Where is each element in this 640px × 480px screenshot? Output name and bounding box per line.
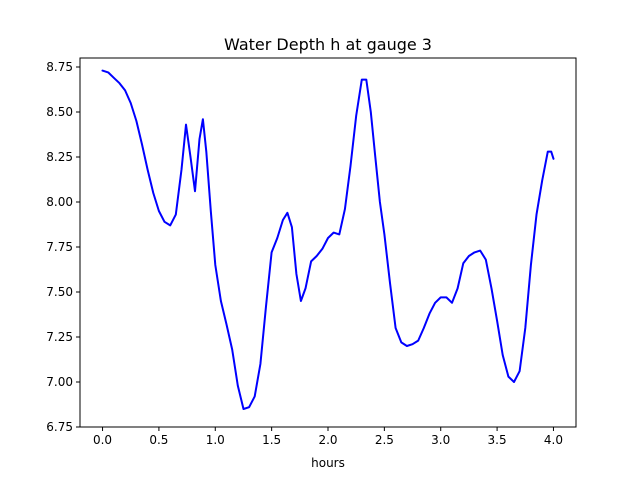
y-tick-label: 7.00 (46, 375, 73, 389)
x-tick-label: 2.0 (318, 433, 337, 447)
chart-title: Water Depth h at gauge 3 (224, 35, 432, 54)
y-tick-label: 7.50 (46, 285, 73, 299)
y-tick-label: 8.00 (46, 195, 73, 209)
y-tick-label: 8.25 (46, 150, 73, 164)
y-tick-label: 7.25 (46, 330, 73, 344)
y-axis-ticks: 6.75 7.00 7.25 7.50 7.75 8.00 8.25 8.50 8.75 (46, 60, 80, 434)
x-tick-label: 3.5 (488, 433, 507, 447)
x-axis-ticks: 0.0 0.5 1.0 1.5 2.0 2.5 3.0 3.5 4.0 (93, 427, 563, 447)
series-line (101, 69, 555, 410)
y-tick-label: 7.75 (46, 240, 73, 254)
x-tick-label: 0.0 (93, 433, 112, 447)
y-tick-label: 6.75 (46, 420, 73, 434)
x-tick-label: 3.0 (431, 433, 450, 447)
x-tick-label: 0.5 (149, 433, 168, 447)
y-tick-label: 8.50 (46, 105, 73, 119)
plot-line-layer (101, 69, 555, 410)
x-tick-label: 2.5 (375, 433, 394, 447)
x-tick-label: 1.5 (262, 433, 281, 447)
y-tick-label: 8.75 (46, 60, 73, 74)
x-tick-label: 1.0 (206, 433, 225, 447)
x-tick-label: 4.0 (544, 433, 563, 447)
x-axis-label: hours (311, 456, 345, 470)
